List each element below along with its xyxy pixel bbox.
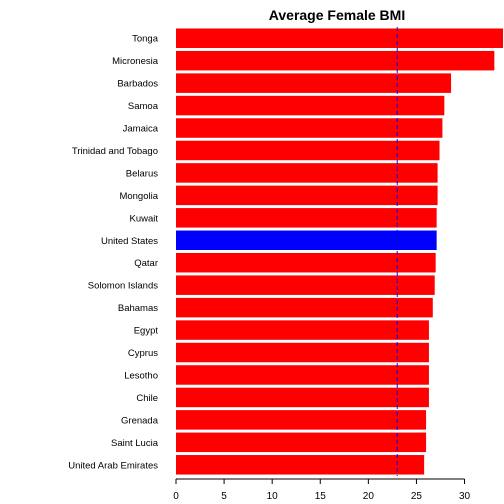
category-label: Tonga: [132, 34, 159, 45]
bar-grenada: [176, 410, 427, 430]
bars-group: [176, 28, 503, 475]
bar-belarus: [176, 163, 438, 183]
category-label: United States: [101, 236, 158, 247]
category-label: Micronesia: [112, 56, 159, 67]
category-label: Belarus: [126, 168, 158, 179]
bar-qatar: [176, 252, 436, 273]
bar-samoa: [176, 95, 445, 116]
category-label: Saint Lucia: [111, 438, 159, 449]
category-label: Samoa: [128, 101, 159, 112]
bar-cyprus: [176, 342, 429, 363]
bar-solomon-islands: [176, 275, 435, 295]
bar-united-states: [176, 230, 437, 251]
bar-barbados: [176, 73, 452, 93]
x-tick-label: 10: [267, 491, 279, 502]
chart-title: Average Female BMI: [269, 7, 405, 23]
bar-tonga: [176, 28, 503, 48]
category-label: Barbados: [117, 79, 158, 90]
bar-trinidad-and-tobago: [176, 140, 440, 161]
category-label: Solomon Islands: [88, 281, 158, 292]
x-tick-label: 5: [221, 491, 227, 502]
bar-lesotho: [176, 365, 429, 385]
x-tick-label: 20: [363, 491, 375, 502]
bar-micronesia: [176, 50, 495, 71]
category-label: Lesotho: [124, 370, 158, 381]
category-label: United Arab Emirates: [68, 460, 158, 471]
category-label: Chile: [136, 393, 158, 404]
category-label: Cyprus: [128, 348, 158, 359]
bar-egypt: [176, 320, 429, 340]
category-labels: Tonga Micronesia Barbados Samoa Jamaica Trini…: [68, 34, 158, 472]
category-label: Trinidad and Tobago: [72, 146, 158, 157]
x-tick-label: 25: [411, 491, 423, 502]
category-label: Grenada: [121, 415, 159, 426]
bar-kuwait: [176, 208, 437, 228]
category-label: Mongolia: [119, 191, 158, 202]
bar-mongolia: [176, 185, 438, 206]
bar-jamaica: [176, 118, 443, 138]
x-tick-label: 15: [315, 491, 327, 502]
x-tick-label: 30: [459, 491, 471, 502]
category-label: Jamaica: [123, 124, 159, 135]
x-axis: 0 5 10 15 20 25 30: [173, 478, 471, 502]
category-label: Bahamas: [118, 303, 158, 314]
category-label: Qatar: [134, 258, 158, 269]
category-label: Kuwait: [129, 213, 158, 224]
x-tick-label: 0: [173, 491, 179, 502]
bar-bahamas: [176, 297, 433, 318]
bar-united-arab-emirates: [176, 455, 425, 475]
bar-saint-lucia: [176, 432, 427, 453]
bar-chile: [176, 387, 429, 408]
category-label: Egypt: [134, 326, 159, 337]
